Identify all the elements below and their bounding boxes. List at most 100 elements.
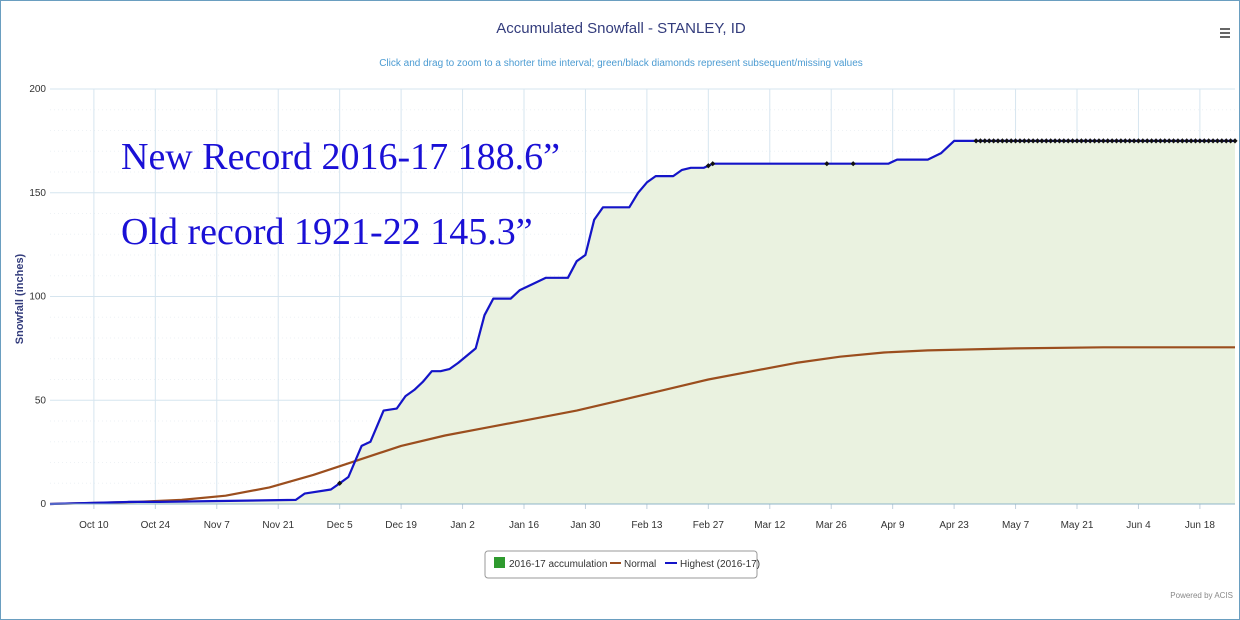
x-tick-label: Nov 21: [262, 520, 294, 531]
missing-value-marker[interactable]: [1232, 138, 1238, 144]
hamburger-menu-icon[interactable]: [1218, 26, 1232, 40]
axis-layer: 0 50 100 150 200 Oct 10 Oct 24 Nov 7 Nov 21 Dec 5…: [29, 84, 1235, 531]
x-tick-label: Nov 7: [204, 520, 231, 531]
x-tick-label: Dec 5: [327, 520, 354, 531]
missing-value-marker[interactable]: [1100, 138, 1106, 144]
missing-value-marker[interactable]: [1162, 138, 1168, 144]
missing-value-marker[interactable]: [1184, 138, 1190, 144]
missing-value-marker[interactable]: [1083, 138, 1089, 144]
x-tick-label: Mar 12: [754, 520, 786, 531]
missing-value-marker[interactable]: [705, 163, 711, 169]
missing-value-marker[interactable]: [1223, 138, 1229, 144]
missing-value-marker[interactable]: [1206, 138, 1212, 144]
missing-value-marker[interactable]: [1228, 138, 1234, 144]
x-tick-label: Apr 23: [939, 520, 969, 531]
missing-value-marker[interactable]: [1157, 138, 1163, 144]
missing-value-marker[interactable]: [1219, 138, 1225, 144]
legend-swatch-accumulation: [494, 557, 505, 568]
x-tick-label: Feb 27: [693, 520, 725, 531]
missing-value-marker[interactable]: [1201, 138, 1207, 144]
missing-value-marker[interactable]: [1056, 138, 1063, 144]
missing-value-marker[interactable]: [1153, 138, 1159, 144]
x-tick-label: Apr 9: [881, 520, 905, 531]
x-tick-label: Mar 26: [816, 520, 848, 531]
missing-value-marker[interactable]: [1004, 138, 1010, 144]
legend-label-accumulation: 2016-17 accumulation: [509, 559, 607, 570]
missing-value-marker[interactable]: [850, 161, 856, 167]
missing-value-marker[interactable]: [1166, 138, 1172, 144]
x-tick-label: Jan 30: [570, 520, 600, 531]
x-tick-label: May 7: [1002, 520, 1030, 531]
missing-value-marker[interactable]: [1012, 138, 1019, 144]
series-line-normal[interactable]: [49, 346, 1235, 506]
missing-value-marker[interactable]: [1105, 138, 1111, 144]
missing-value-marker[interactable]: [824, 161, 830, 167]
missing-value-marker[interactable]: [1043, 138, 1049, 144]
legend-item-normal[interactable]: Normal: [610, 559, 656, 570]
missing-value-marker[interactable]: [977, 138, 984, 144]
missing-value-marker[interactable]: [1122, 138, 1128, 144]
missing-value-marker[interactable]: [1109, 138, 1115, 144]
missing-value-marker[interactable]: [1135, 138, 1142, 144]
missing-value-marker[interactable]: [1118, 138, 1124, 144]
y-tick-label: 0: [40, 499, 46, 510]
missing-value-marker[interactable]: [1087, 138, 1093, 144]
missing-value-marker[interactable]: [1127, 138, 1133, 144]
missing-value-marker[interactable]: [1070, 138, 1076, 144]
missing-value-marker[interactable]: [1030, 138, 1036, 144]
missing-value-marker[interactable]: [1175, 138, 1181, 144]
missing-value-marker[interactable]: [1008, 138, 1014, 144]
legend-box: [484, 550, 758, 579]
missing-value-marker[interactable]: [1149, 138, 1155, 144]
missing-value-marker[interactable]: [1188, 138, 1194, 144]
credit-link[interactable]: Powered by ACIS: [1170, 591, 1233, 600]
missing-value-marker[interactable]: [1113, 138, 1120, 144]
missing-value-marker[interactable]: [710, 161, 716, 167]
legend-label-highest: Highest (2016-17): [680, 559, 760, 570]
missing-value-marker[interactable]: [991, 138, 997, 144]
missing-value-marker[interactable]: [1197, 138, 1203, 144]
missing-value-marker[interactable]: [1144, 138, 1150, 144]
missing-value-marker[interactable]: [1052, 138, 1058, 144]
series-area-accumulation[interactable]: [50, 140, 1235, 504]
legend-item-accumulation[interactable]: 2016-17 accumulation: [494, 557, 607, 570]
missing-value-marker[interactable]: [999, 138, 1005, 144]
missing-value-marker[interactable]: [1034, 138, 1041, 144]
x-tick-label: Jan 2: [450, 520, 475, 531]
legend-item-highest[interactable]: Highest (2016-17): [665, 559, 760, 570]
y-tick-label: 200: [29, 84, 46, 95]
marker-layer: [337, 138, 1238, 486]
missing-value-marker[interactable]: [1039, 138, 1045, 144]
missing-value-marker[interactable]: [1214, 138, 1221, 144]
missing-value-marker[interactable]: [1096, 138, 1102, 144]
missing-value-marker[interactable]: [973, 138, 979, 144]
missing-value-marker[interactable]: [1021, 138, 1027, 144]
missing-value-marker[interactable]: [337, 480, 343, 486]
missing-value-marker[interactable]: [1170, 138, 1177, 144]
missing-value-marker[interactable]: [1140, 138, 1146, 144]
missing-value-marker[interactable]: [986, 138, 992, 144]
missing-value-marker[interactable]: [1017, 138, 1023, 144]
missing-value-marker[interactable]: [982, 138, 988, 144]
missing-value-marker[interactable]: [1131, 138, 1137, 144]
chart-title: Accumulated Snowfall - STANLEY, ID: [496, 20, 746, 37]
missing-value-marker[interactable]: [1091, 138, 1098, 144]
missing-value-marker[interactable]: [1192, 138, 1199, 144]
chart-subtitle: Click and drag to zoom to a shorter time…: [379, 58, 863, 69]
missing-value-marker[interactable]: [1065, 138, 1071, 144]
missing-value-marker[interactable]: [1061, 138, 1067, 144]
area-layer: [50, 140, 1235, 504]
legend: 2016-17 accumulation Normal Highest (201…: [484, 550, 760, 579]
missing-value-marker[interactable]: [1179, 138, 1185, 144]
missing-value-marker[interactable]: [1048, 138, 1054, 144]
missing-value-marker[interactable]: [1074, 138, 1080, 144]
x-tick-label: Oct 24: [141, 520, 171, 531]
missing-value-marker[interactable]: [1026, 138, 1032, 144]
missing-value-marker[interactable]: [1210, 138, 1216, 144]
missing-value-marker[interactable]: [995, 138, 1001, 144]
x-tick-label: Jun 18: [1185, 520, 1215, 531]
x-tick-label: Oct 10: [79, 520, 109, 531]
missing-value-marker[interactable]: [1078, 138, 1084, 144]
